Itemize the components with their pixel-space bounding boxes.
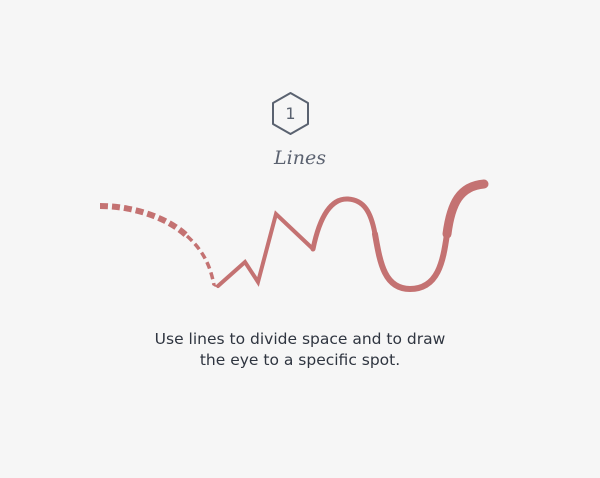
- caption-line-1: Use lines to divide space and to draw: [154, 330, 446, 348]
- zigzag-line: [216, 210, 315, 288]
- caption: Use lines to divide space and to draw th…: [100, 329, 500, 371]
- wave-line-segment-3: [442, 179, 489, 239]
- step-number: 1: [285, 104, 296, 123]
- dashed-line-thick: [99, 203, 190, 239]
- caption-line-2: the eye to a specific spot.: [199, 351, 401, 369]
- hexagon-outline: [272, 92, 309, 135]
- hexagon-badge-icon: [272, 92, 309, 135]
- dashed-line-medium: [185, 234, 216, 286]
- wave-line-segment-2: [372, 231, 450, 293]
- wave-line-segment-1: [310, 196, 378, 252]
- step-badge: 1: [270, 91, 311, 136]
- section-title: Lines: [274, 147, 326, 169]
